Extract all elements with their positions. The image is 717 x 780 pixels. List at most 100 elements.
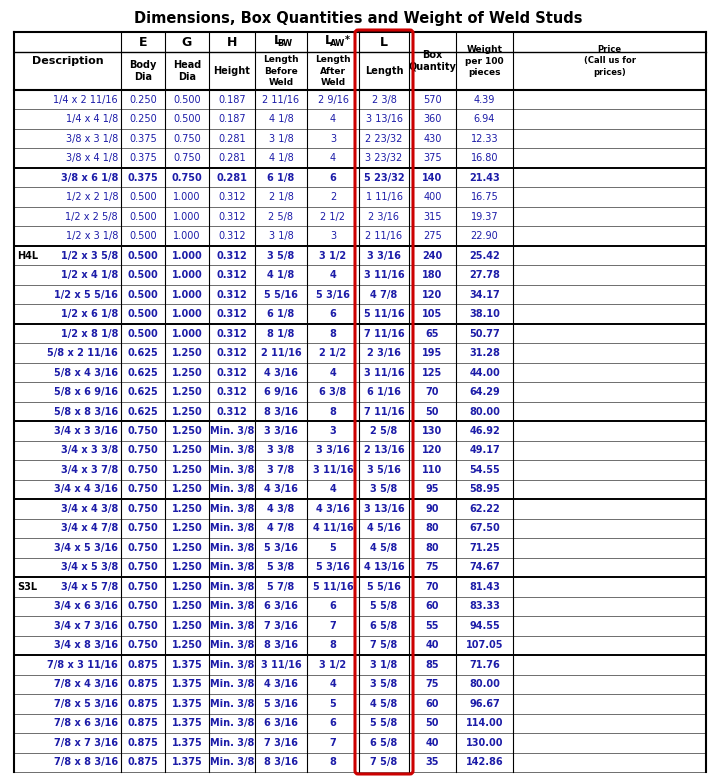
Text: 1.250: 1.250 <box>171 621 202 631</box>
Text: 4 1/8: 4 1/8 <box>267 270 295 280</box>
Text: 107.05: 107.05 <box>466 640 503 651</box>
Text: Min. 3/8: Min. 3/8 <box>210 543 255 553</box>
Text: 1.250: 1.250 <box>171 484 202 495</box>
Text: 3: 3 <box>330 133 336 144</box>
Text: 90: 90 <box>426 504 440 514</box>
Text: 3/4 x 6 3/16: 3/4 x 6 3/16 <box>54 601 118 612</box>
Text: 1.375: 1.375 <box>171 679 202 690</box>
Text: 4: 4 <box>330 114 336 124</box>
Text: 3: 3 <box>330 231 336 241</box>
Text: 0.281: 0.281 <box>218 153 246 163</box>
Text: 6 1/8: 6 1/8 <box>267 309 295 319</box>
Text: Min. 3/8: Min. 3/8 <box>210 621 255 631</box>
Text: 1.375: 1.375 <box>171 660 202 670</box>
Text: 27.78: 27.78 <box>469 270 500 280</box>
Text: 2: 2 <box>330 192 336 202</box>
Text: 3/4 x 7 3/16: 3/4 x 7 3/16 <box>54 621 118 631</box>
Text: 40: 40 <box>426 738 440 748</box>
Text: 0.375: 0.375 <box>129 153 157 163</box>
Text: 0.875: 0.875 <box>128 738 158 748</box>
Text: 110: 110 <box>422 465 442 475</box>
Text: 3 7/8: 3 7/8 <box>267 465 295 475</box>
Text: 1.250: 1.250 <box>171 543 202 553</box>
Text: 1.250: 1.250 <box>171 426 202 436</box>
Text: *: * <box>344 35 349 45</box>
Text: 1/2 x 3 1/8: 1/2 x 3 1/8 <box>66 231 118 241</box>
Text: 180: 180 <box>422 270 442 280</box>
Text: 0.312: 0.312 <box>217 367 247 378</box>
Text: 0.750: 0.750 <box>128 523 158 534</box>
Text: Min. 3/8: Min. 3/8 <box>210 504 255 514</box>
Text: 3 3/16: 3 3/16 <box>367 250 401 261</box>
Text: 6 1/8: 6 1/8 <box>267 172 295 183</box>
Text: 3: 3 <box>330 426 336 436</box>
Text: 7: 7 <box>330 621 336 631</box>
Text: Length
After
Weld: Length After Weld <box>315 55 351 87</box>
Text: 80: 80 <box>426 523 440 534</box>
Text: AW: AW <box>331 40 346 48</box>
Text: 1.250: 1.250 <box>171 465 202 475</box>
Text: 80: 80 <box>426 543 440 553</box>
Text: Box
Quantity: Box Quantity <box>409 50 457 73</box>
Text: 8 3/16: 8 3/16 <box>264 757 298 768</box>
Text: 8: 8 <box>330 406 336 417</box>
Text: 1.250: 1.250 <box>171 445 202 456</box>
Text: 2 3/8: 2 3/8 <box>371 94 397 105</box>
Text: 3 5/8: 3 5/8 <box>371 679 398 690</box>
Text: 3/4 x 5 3/16: 3/4 x 5 3/16 <box>54 543 118 553</box>
Text: 5 5/8: 5 5/8 <box>371 718 398 729</box>
Text: 5 23/32: 5 23/32 <box>364 172 404 183</box>
Text: 0.375: 0.375 <box>128 172 158 183</box>
Text: 0.875: 0.875 <box>128 660 158 670</box>
Text: 8: 8 <box>330 328 336 339</box>
Text: 6 9/16: 6 9/16 <box>264 387 298 397</box>
Text: Min. 3/8: Min. 3/8 <box>210 679 255 690</box>
Text: H4L: H4L <box>17 250 38 261</box>
Text: 3 11/16: 3 11/16 <box>364 367 404 378</box>
Text: 3 11/16: 3 11/16 <box>364 270 404 280</box>
Text: 2 11/16: 2 11/16 <box>366 231 402 241</box>
Text: E: E <box>139 36 147 48</box>
Text: 8: 8 <box>330 640 336 651</box>
Text: 5 3/16: 5 3/16 <box>316 562 350 573</box>
Text: 3/4 x 5 7/8: 3/4 x 5 7/8 <box>61 582 118 592</box>
Text: 1.250: 1.250 <box>171 640 202 651</box>
Text: 7 5/8: 7 5/8 <box>371 640 398 651</box>
Text: 8: 8 <box>330 757 336 768</box>
Text: 0.312: 0.312 <box>218 192 246 202</box>
Text: 0.750: 0.750 <box>173 133 201 144</box>
Text: 50: 50 <box>426 406 440 417</box>
Text: 4: 4 <box>330 679 336 690</box>
Text: 3 5/8: 3 5/8 <box>267 250 295 261</box>
Text: 125: 125 <box>422 367 442 378</box>
Text: 5/8 x 4 3/16: 5/8 x 4 3/16 <box>54 367 118 378</box>
Text: 7 5/8: 7 5/8 <box>371 757 398 768</box>
Text: 62.22: 62.22 <box>469 504 500 514</box>
Text: 96.67: 96.67 <box>469 699 500 709</box>
Text: 19.37: 19.37 <box>470 211 498 222</box>
Text: 0.500: 0.500 <box>128 309 158 319</box>
Text: 4 13/16: 4 13/16 <box>364 562 404 573</box>
Text: 6 3/16: 6 3/16 <box>264 601 298 612</box>
Text: 85: 85 <box>426 660 440 670</box>
Text: 0.750: 0.750 <box>128 640 158 651</box>
Text: 0.281: 0.281 <box>218 133 246 144</box>
Text: 130: 130 <box>422 426 442 436</box>
Text: 5/8 x 2 11/16: 5/8 x 2 11/16 <box>47 348 118 358</box>
Text: 0.500: 0.500 <box>129 211 157 222</box>
Text: Min. 3/8: Min. 3/8 <box>210 445 255 456</box>
Text: 22.90: 22.90 <box>470 231 498 241</box>
Text: 0.750: 0.750 <box>128 504 158 514</box>
Text: 4: 4 <box>330 367 336 378</box>
Text: 5 3/16: 5 3/16 <box>264 699 298 709</box>
Text: 3 3/16: 3 3/16 <box>264 426 298 436</box>
Text: 7/8 x 7 3/16: 7/8 x 7 3/16 <box>54 738 118 748</box>
Text: 3 1/8: 3 1/8 <box>371 660 398 670</box>
Text: 7 3/16: 7 3/16 <box>264 621 298 631</box>
Text: 3 5/16: 3 5/16 <box>367 465 401 475</box>
Text: 4 3/16: 4 3/16 <box>264 367 298 378</box>
Text: Length
Before
Weld: Length Before Weld <box>263 55 299 87</box>
Text: 70: 70 <box>426 582 440 592</box>
Text: 5 11/16: 5 11/16 <box>364 309 404 319</box>
Text: 38.10: 38.10 <box>469 309 500 319</box>
